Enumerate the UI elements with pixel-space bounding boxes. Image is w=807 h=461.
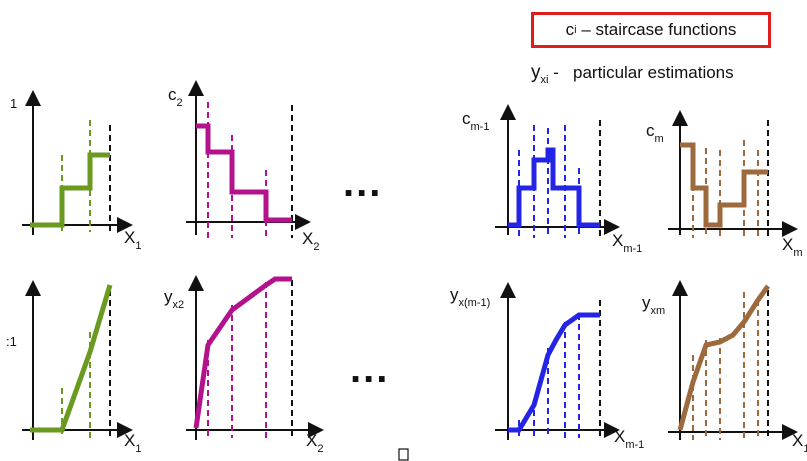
plot-c2: c2 X2: [168, 80, 319, 253]
legend-c-symbol: c: [565, 20, 575, 39]
y-axis-label: c2: [168, 85, 183, 109]
plot-yx-m-1: yx(m-1) Xm-1: [450, 282, 644, 451]
y-axis-label: yxm: [642, 293, 665, 317]
x-axis-label: Xm-1: [612, 231, 642, 255]
plot-cm-1: cm-1 Xm-1: [462, 104, 642, 255]
y-axis-label: 1: [10, 96, 17, 111]
y-axis-label: cm-1: [462, 109, 489, 133]
x-axis-label: X1: [124, 228, 141, 252]
staircase-curve: [508, 147, 600, 228]
x-axis-label: Xm: [782, 235, 803, 259]
x-axis-label: X1: [124, 431, 141, 455]
ellipsis-top: ...: [343, 161, 382, 205]
x-axis-label: X1: [792, 431, 807, 455]
legend-particular-estimations: yxi - particular estimations: [531, 62, 734, 86]
legend-c-subscript: i: [574, 24, 577, 36]
plot-yx1: :1 X1: [6, 280, 141, 455]
y-axis-label: yx(m-1): [450, 285, 490, 309]
plot-yx2: yx2 X2: [164, 275, 324, 455]
legend-y-subscript: xi: [540, 74, 549, 86]
legend-estimations-text: - particular estimations: [548, 63, 734, 82]
y-axis-label: :1: [6, 334, 17, 349]
estimation-curve: [30, 284, 113, 433]
estimation-curve: [508, 312, 600, 433]
legend-staircase-text: – staircase functions: [576, 20, 737, 39]
ellipsis-bottom: ...: [350, 347, 389, 391]
x-axis-label: X2: [306, 431, 323, 455]
plot-cm: cm Xm: [646, 110, 803, 259]
estimation-curve: [193, 276, 292, 429]
legend-y-symbol: y: [531, 62, 541, 83]
y-axis-label: yx2: [164, 287, 184, 311]
staircase-curve: [196, 123, 292, 223]
x-axis-label: Xm-1: [614, 427, 644, 451]
plot-c1: 1 X1: [10, 90, 141, 252]
staircase-curve: [680, 142, 768, 228]
plot-yxm: yxm X1: [642, 280, 807, 455]
y-axis-label: cm: [646, 121, 664, 145]
estimation-curve: [677, 284, 771, 431]
small-square-mark: [398, 448, 409, 461]
x-axis-label: X2: [302, 229, 319, 253]
staircase-curve: [30, 152, 110, 228]
